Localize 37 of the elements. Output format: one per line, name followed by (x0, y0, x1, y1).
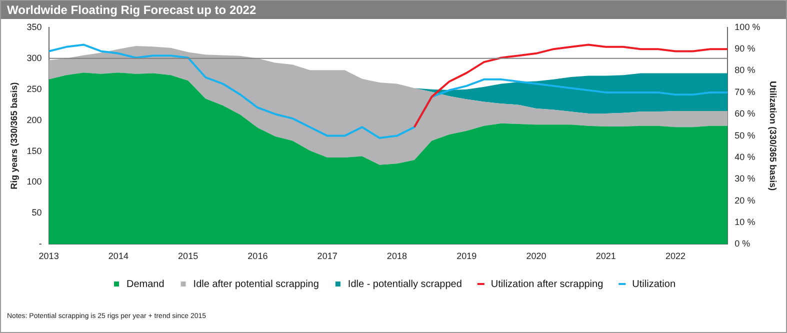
y2-tick-label: 100 % (734, 22, 760, 32)
y2-axis-title: Utilization (330/365 basis) (768, 81, 778, 191)
y-tick-label: 50 (32, 208, 42, 218)
x-tick-label: 2021 (596, 251, 616, 262)
x-tick-label: 2022 (665, 251, 686, 262)
x-tick-label: 2017 (317, 251, 338, 262)
y2-tick-label: 60 % (734, 108, 756, 119)
y2-tick-label: 10 % (734, 217, 756, 228)
legend-label: Idle - potentially scrapped (348, 278, 462, 290)
y-tick-label: 300 (26, 52, 42, 63)
legend-label: Demand (126, 278, 164, 290)
legend-label: Utilization (632, 278, 676, 290)
y-tick-label: - (38, 238, 42, 249)
chart-title: Worldwide Floating Rig Forecast up to 2022 (1, 1, 786, 19)
x-tick-label: 2014 (108, 251, 128, 262)
y2-tick-label: 90 % (734, 44, 756, 54)
y2-tick-label: 80 % (734, 65, 756, 76)
y-tick-label: 200 (26, 114, 42, 125)
x-tick-label: 2019 (456, 251, 477, 262)
y2-tick-label: 50 % (734, 130, 756, 140)
y2-tick-label: 40 % (734, 152, 756, 162)
y-tick-label: 250 (26, 84, 42, 94)
y2-tick-label: 70 % (734, 86, 756, 97)
y-tick-label: 350 (26, 22, 42, 32)
x-tick-label: 2015 (178, 251, 198, 262)
x-tick-label: 2020 (526, 251, 546, 262)
y2-tick-label: 0 % (734, 238, 750, 249)
y2-tick-label: 20 % (734, 195, 756, 206)
y-tick-label: 100 (26, 176, 42, 187)
y-tick-label: 150 (26, 146, 42, 156)
x-tick-label: 2016 (248, 251, 268, 262)
y2-tick-label: 30 % (734, 174, 756, 184)
x-tick-label: 2013 (38, 251, 59, 262)
legend-label: Idle after potential scrapping (193, 278, 319, 290)
y-axis-title: Rig years (330/365 basis) (8, 82, 19, 190)
x-tick-label: 2018 (386, 251, 407, 262)
legend-label: Utilization after scrapping (490, 278, 604, 290)
